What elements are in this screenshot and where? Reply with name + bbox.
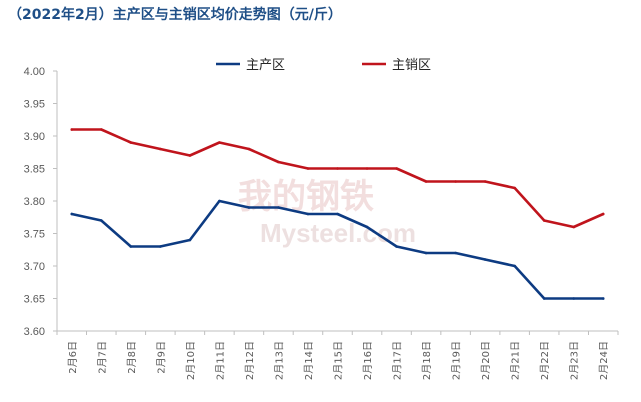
legend-label-main-production: 主产区 <box>246 58 285 73</box>
data-point-main-production <box>129 245 133 248</box>
y-tick-label: 3.90 <box>24 131 45 143</box>
series-layer <box>70 128 605 300</box>
x-tick-label: 2月13日 <box>273 341 285 380</box>
watermark: 我的钢铁 Mysteel.com <box>238 178 416 248</box>
x-tick-label: 2月15日 <box>333 341 345 380</box>
data-point-main-production <box>336 212 339 216</box>
x-tick-label: 2月23日 <box>569 341 581 380</box>
data-point-main-sales <box>601 212 605 216</box>
data-point-main-production <box>454 251 457 255</box>
data-point-main-production <box>424 251 428 255</box>
data-point-main-production <box>218 199 221 203</box>
y-tick-label: 3.75 <box>24 229 45 241</box>
data-point-main-production <box>601 297 605 300</box>
data-point-main-sales <box>365 167 369 170</box>
data-point-main-production <box>483 258 487 261</box>
data-point-main-production <box>188 238 192 242</box>
data-point-main-production <box>99 219 103 222</box>
y-tick-label: 3.65 <box>24 294 45 306</box>
legend-label-main-sales: 主销区 <box>392 58 431 73</box>
x-tick-label: 2月9日 <box>155 341 167 374</box>
data-point-main-production <box>306 212 310 216</box>
x-tick-label: 2月18日 <box>421 341 433 380</box>
data-point-main-sales <box>159 147 162 151</box>
x-tick-label: 2月6日 <box>67 341 79 374</box>
y-tick-label: 3.85 <box>24 164 45 176</box>
x-tick-label: 2月8日 <box>126 341 138 374</box>
x-tick-label: 2月20日 <box>480 341 492 380</box>
data-point-main-production <box>395 245 398 248</box>
x-tick-label: 2月12日 <box>244 341 256 380</box>
y-tick-label: 3.60 <box>24 326 45 338</box>
legend: 主产区 主销区 <box>216 58 431 73</box>
data-point-main-production <box>247 206 251 209</box>
data-point-main-production <box>70 212 74 216</box>
data-point-main-sales <box>424 180 428 183</box>
data-point-main-sales <box>188 154 192 157</box>
x-tick-label: 2月11日 <box>214 341 226 380</box>
watermark-cn: 我的钢铁 <box>238 178 374 216</box>
y-tick-label: 3.95 <box>24 99 45 111</box>
chart-title: （2022年2月）主产区与主销区均价走势图（元/斤） <box>8 7 342 23</box>
y-tick-label: 3.80 <box>24 196 45 208</box>
x-tick-label: 2月24日 <box>598 341 610 380</box>
x-tick-label: 2月21日 <box>510 341 522 380</box>
x-tick-label: 2月7日 <box>96 341 108 374</box>
x-axis-ticks: 2月6日 2月7日 2月8日 2月9日 2月10日 2月11日 2月12日 2月13日 2月14… <box>56 331 619 380</box>
data-point-main-sales <box>572 225 576 229</box>
y-tick-label: 3.70 <box>24 261 45 273</box>
data-point-main-production <box>513 264 516 268</box>
y-axis-ticks: 3.60 3.65 3.70 3.75 3.80 3.85 3.90 3.95 4.00 <box>24 66 57 338</box>
data-point-main-sales <box>454 180 457 183</box>
data-point-main-sales <box>513 186 516 190</box>
data-point-main-production <box>277 206 280 209</box>
data-point-main-sales <box>336 167 339 170</box>
data-point-main-sales <box>218 141 221 144</box>
data-point-main-sales <box>306 167 310 170</box>
data-point-main-sales <box>483 180 487 183</box>
x-tick-label: 2月14日 <box>303 341 315 380</box>
data-point-main-production <box>365 225 369 229</box>
data-point-main-sales <box>129 141 133 144</box>
x-tick-label: 2月19日 <box>451 341 463 380</box>
x-tick-label: 2月16日 <box>362 341 374 380</box>
data-point-main-production <box>542 297 546 300</box>
data-point-main-production <box>572 297 576 300</box>
x-tick-label: 2月10日 <box>185 341 197 380</box>
data-point-main-sales <box>99 128 103 131</box>
y-tick-label: 4.00 <box>24 66 45 78</box>
x-tick-label: 2月22日 <box>539 341 551 380</box>
data-point-main-production <box>159 245 162 248</box>
x-tick-label: 2月17日 <box>392 341 404 380</box>
data-point-main-sales <box>70 128 74 131</box>
data-point-main-sales <box>542 219 546 222</box>
data-point-main-sales <box>277 160 280 164</box>
data-point-main-sales <box>247 147 251 151</box>
data-point-main-sales <box>395 167 398 170</box>
